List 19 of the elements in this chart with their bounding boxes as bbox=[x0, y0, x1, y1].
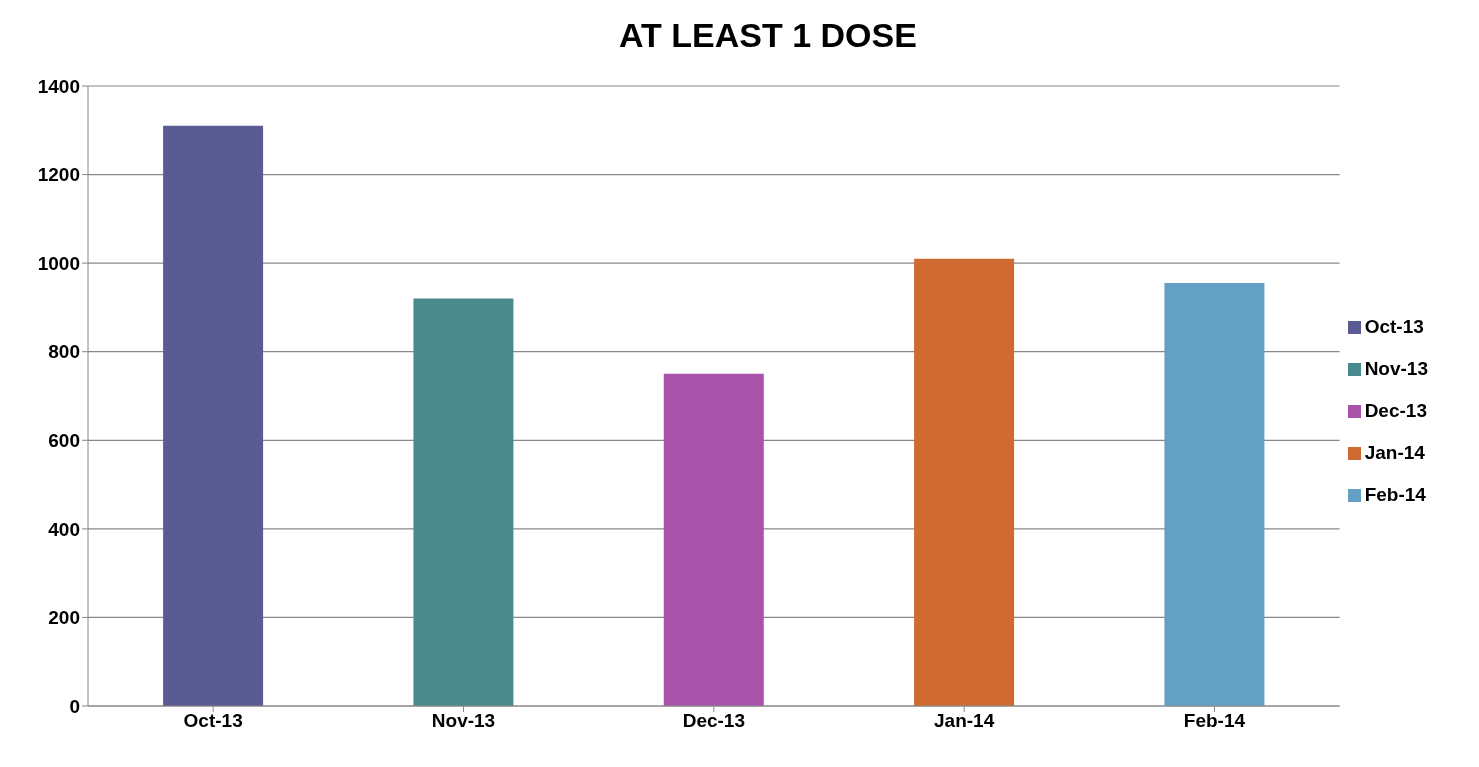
y-tick-label: 200 bbox=[48, 607, 80, 629]
y-tick-label: 1000 bbox=[37, 252, 80, 274]
legend-label: Jan-14 bbox=[1364, 442, 1425, 463]
x-tick-label: Oct-13 bbox=[183, 710, 243, 732]
y-tick-label: 400 bbox=[48, 518, 80, 540]
legend-label: Dec-13 bbox=[1364, 400, 1427, 421]
x-tick-label: Nov-13 bbox=[431, 710, 496, 732]
y-tick-label: 1400 bbox=[37, 75, 80, 97]
y-tick-label: 600 bbox=[48, 430, 80, 452]
x-tick-label: Jan-14 bbox=[934, 710, 995, 732]
x-tick-label: Dec-13 bbox=[682, 710, 745, 732]
x-tick-label: Feb-14 bbox=[1183, 710, 1246, 732]
chart-title: AT LEAST 1 DOSE bbox=[618, 15, 918, 56]
y-tick-label: 1200 bbox=[37, 164, 80, 186]
legend-label: Nov-13 bbox=[1364, 358, 1428, 379]
y-tick-label: 0 bbox=[69, 695, 80, 717]
legend-label: Oct-13 bbox=[1364, 316, 1424, 337]
y-tick-label: 800 bbox=[48, 341, 80, 363]
legend-label: Feb-14 bbox=[1364, 484, 1426, 505]
